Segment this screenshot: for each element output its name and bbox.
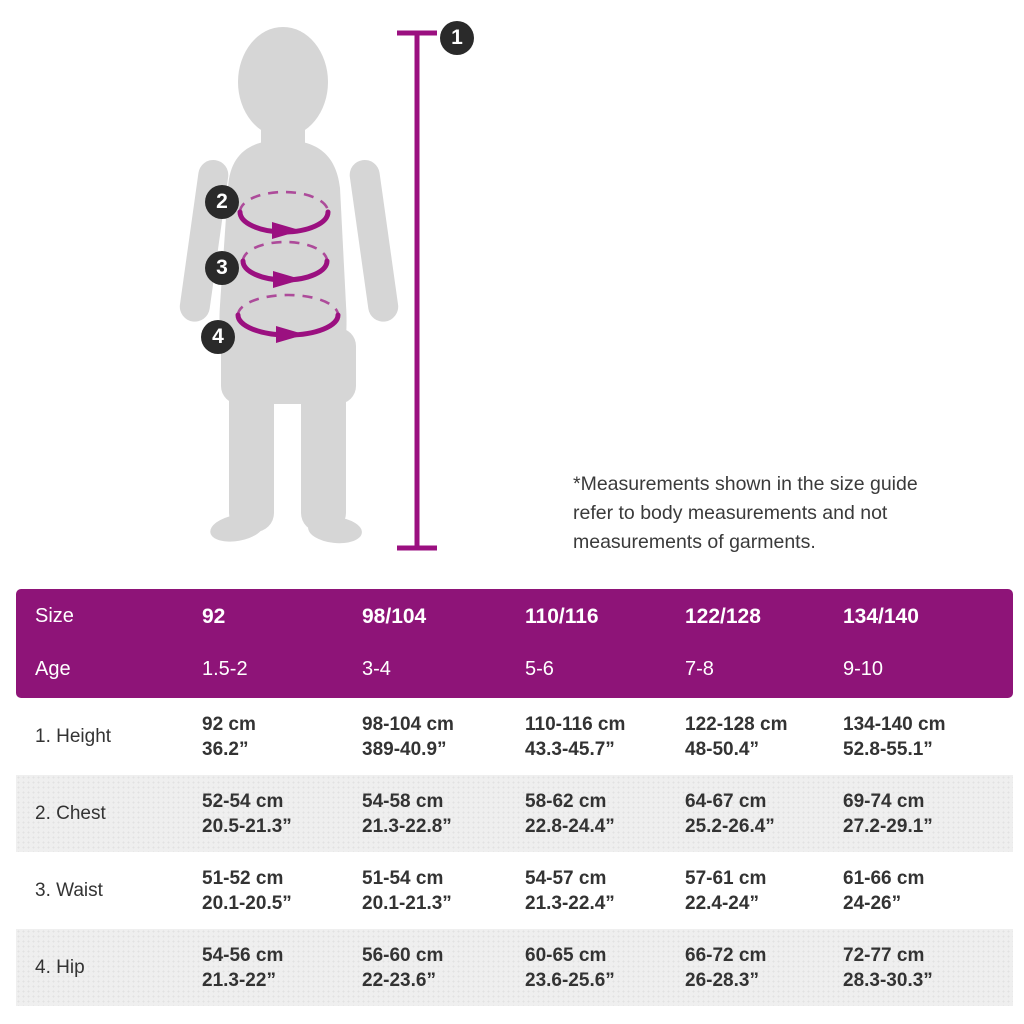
size-table-header: Size 92 98/104 110/116 122/128 134/140 A… bbox=[16, 589, 1013, 698]
marker-badge-chest: 2 bbox=[205, 185, 239, 219]
size-cell: 72-77 cm 28.3-30.3” bbox=[843, 944, 933, 991]
size-value: 122/128 bbox=[685, 604, 761, 628]
age-value: 7-8 bbox=[685, 658, 714, 680]
age-row-label: Age bbox=[35, 658, 71, 680]
age-value: 9-10 bbox=[843, 658, 884, 680]
size-value: 92 bbox=[202, 604, 226, 628]
size-cell: 69-74 cm 27.2-29.1” bbox=[843, 790, 933, 837]
row-label: 2. Chest bbox=[35, 802, 106, 824]
waist-arrow-icon bbox=[273, 271, 302, 288]
size-cell: 58-62 cm 22.8-24.4” bbox=[525, 790, 615, 837]
size-cell: 52-54 cm 20.5-21.3” bbox=[202, 790, 292, 837]
size-cell: 61-66 cm 24-26” bbox=[843, 867, 925, 914]
size-value: 98/104 bbox=[362, 604, 427, 628]
size-cell: 51-52 cm 20.1-20.5” bbox=[202, 867, 292, 914]
size-cell: 98-104 cm 389-40.9” bbox=[362, 713, 454, 760]
size-value: 110/116 bbox=[525, 604, 599, 628]
age-value: 3-4 bbox=[362, 658, 391, 680]
size-cell: 64-67 cm 25.2-26.4” bbox=[685, 790, 775, 837]
size-cell: 54-56 cm 21.3-22” bbox=[202, 944, 284, 991]
size-value: 134/140 bbox=[843, 604, 919, 628]
header-size-row: Size 92 98/104 110/116 122/128 134/140 bbox=[16, 590, 1013, 643]
size-cell: 110-116 cm 43.3-45.7” bbox=[525, 713, 626, 760]
row-label: 1. Height bbox=[35, 725, 112, 747]
size-cell: 66-72 cm 26-28.3” bbox=[685, 944, 767, 991]
size-cell: 92 cm 36.2” bbox=[202, 713, 256, 760]
table-row-hip: 4. Hip 54-56 cm 21.3-22” 56-60 cm 22-23.6”… bbox=[16, 929, 1013, 1006]
height-measure-line bbox=[397, 30, 437, 551]
size-cell: 134-140 cm 52.8-55.1” bbox=[843, 713, 946, 760]
size-cell: 57-61 cm 22.4-24” bbox=[685, 867, 767, 914]
child-measurement-diagram bbox=[179, 27, 437, 551]
hip-measure-ring bbox=[235, 293, 341, 343]
measurement-note: *Measurements shown in the size guide re… bbox=[573, 473, 918, 553]
marker-badge-waist: 3 bbox=[205, 251, 239, 285]
row-label: 3. Waist bbox=[35, 879, 103, 901]
size-row-label: Size bbox=[35, 605, 74, 627]
size-cell: 54-58 cm 21.3-22.8” bbox=[362, 790, 452, 837]
marker-badge-height: 1 bbox=[440, 21, 474, 55]
child-silhouette-icon bbox=[179, 27, 399, 544]
marker-badge-hip: 4 bbox=[201, 320, 235, 354]
age-value: 5-6 bbox=[525, 658, 554, 680]
table-row-chest: 2. Chest 52-54 cm 20.5-21.3” 54-58 cm 21.3… bbox=[16, 775, 1013, 852]
size-cell: 56-60 cm 22-23.6” bbox=[362, 944, 444, 991]
size-cell: 122-128 cm 48-50.4” bbox=[685, 713, 788, 760]
size-cell: 51-54 cm 20.1-21.3” bbox=[362, 867, 452, 914]
hip-arrow-icon bbox=[276, 326, 305, 343]
table-row-waist: 3. Waist 51-52 cm 20.1-20.5” 51-54 cm 20.1… bbox=[16, 852, 1013, 929]
size-cell: 54-57 cm 21.3-22.4” bbox=[525, 867, 615, 914]
chest-arrow-icon bbox=[272, 222, 301, 239]
row-label: 4. Hip bbox=[35, 956, 85, 978]
header-age-row: Age 1.5-2 3-4 5-6 7-8 9-10 bbox=[16, 643, 1013, 696]
age-value: 1.5-2 bbox=[202, 658, 248, 680]
size-table: Size 92 98/104 110/116 122/128 134/140 A… bbox=[16, 589, 1013, 1006]
chest-measure-ring bbox=[237, 190, 331, 239]
table-row-height: 1. Height 92 cm 36.2” 98-104 cm 389-40.9” … bbox=[16, 698, 1013, 775]
waist-measure-ring bbox=[240, 240, 330, 288]
size-cell: 60-65 cm 23.6-25.6” bbox=[525, 944, 615, 991]
